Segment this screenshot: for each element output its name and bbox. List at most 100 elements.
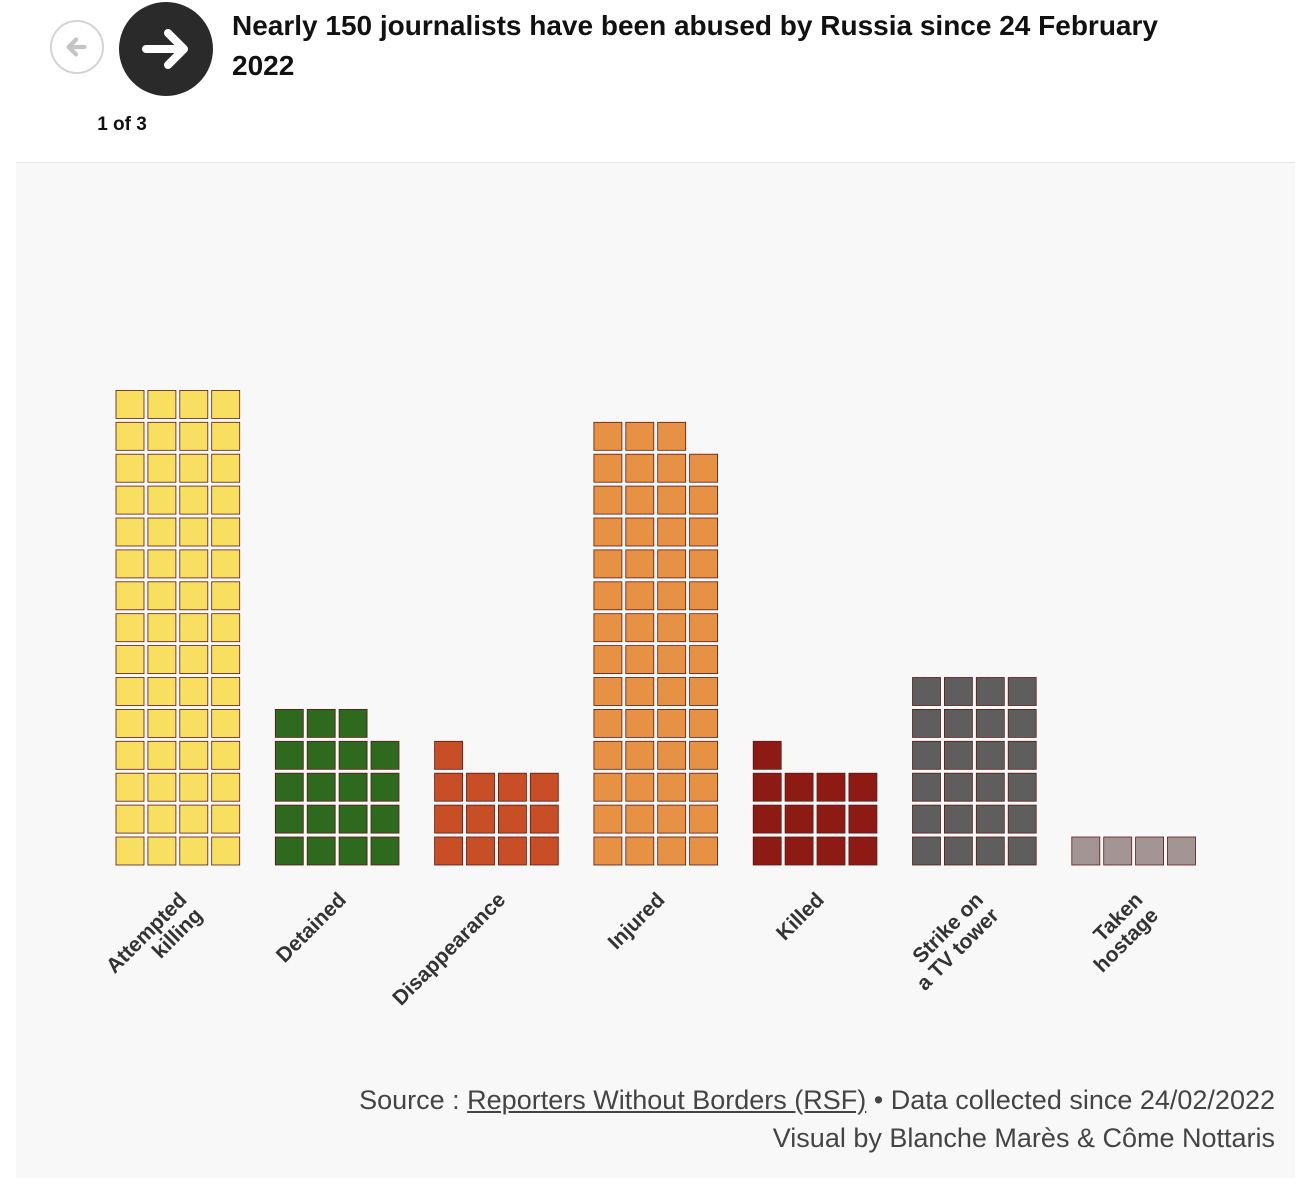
waffle-unit xyxy=(912,740,941,770)
waffle-unit xyxy=(179,645,209,675)
waffle-unit xyxy=(179,772,209,802)
tick-label-taken-hostage: Takenhostage xyxy=(1074,888,1163,977)
waffle-unit xyxy=(274,772,304,802)
waffle-unit xyxy=(147,453,177,483)
arrow-right-icon xyxy=(142,29,188,69)
waffle-unit xyxy=(657,677,687,706)
waffle-unit xyxy=(816,804,846,834)
waffle-unit xyxy=(689,453,718,483)
waffle-unit xyxy=(689,709,718,738)
next-slide-button[interactable] xyxy=(119,2,213,96)
waffle-unit xyxy=(306,836,336,866)
waffle-unit xyxy=(975,836,1005,866)
waffle-unit xyxy=(593,517,623,547)
waffle-unit xyxy=(657,421,687,451)
waffle-unit xyxy=(179,581,209,611)
waffle-unit xyxy=(912,772,941,802)
waffle-unit xyxy=(816,772,846,802)
waffle-unit xyxy=(211,389,241,419)
waffle-unit xyxy=(338,836,368,866)
waffle-unit xyxy=(625,740,655,770)
waffle-unit xyxy=(944,677,973,706)
waffle-unit xyxy=(625,613,655,643)
waffle-unit xyxy=(752,804,782,834)
waffle-unit xyxy=(338,772,368,802)
bar-strike-on-a-tv-tower xyxy=(912,677,1037,866)
bar-detained xyxy=(274,709,400,866)
waffle-unit xyxy=(657,453,687,483)
waffle-unit xyxy=(1007,836,1037,866)
chart-title: Nearly 150 journalists have been abused … xyxy=(232,10,1158,81)
waffle-unit xyxy=(306,772,336,802)
waffle-unit xyxy=(1007,709,1037,738)
waffle-unit xyxy=(625,804,655,834)
waffle-unit xyxy=(1103,836,1133,866)
waffle-unit xyxy=(115,581,145,611)
waffle-unit xyxy=(657,549,687,579)
waffle-unit xyxy=(1007,677,1037,706)
previous-slide-button[interactable] xyxy=(50,20,104,74)
waffle-unit xyxy=(211,740,241,770)
waffle-unit xyxy=(625,581,655,611)
tick-label-strike-on-a-tv-tower: Strike ona TV tower xyxy=(897,888,1004,995)
waffle-unit xyxy=(115,645,145,675)
waffle-unit xyxy=(370,804,400,834)
waffle-unit xyxy=(975,709,1005,738)
waffle-unit xyxy=(625,453,655,483)
waffle-unit xyxy=(115,709,145,738)
waffle-unit xyxy=(752,740,782,770)
waffle-unit xyxy=(784,804,814,834)
source-link[interactable]: Reporters Without Borders (RSF) xyxy=(467,1085,867,1115)
waffle-unit xyxy=(211,709,241,738)
waffle-unit xyxy=(689,804,718,834)
waffle-unit xyxy=(1135,836,1164,866)
waffle-unit xyxy=(784,836,814,866)
waffle-unit xyxy=(625,421,655,451)
waffle-unit xyxy=(274,804,304,834)
waffle-unit xyxy=(625,836,655,866)
waffle-unit xyxy=(147,836,177,866)
waffle-unit xyxy=(529,772,559,802)
waffle-unit xyxy=(179,485,209,515)
waffle-unit xyxy=(211,804,241,834)
waffle-unit xyxy=(338,740,368,770)
arrow-left-icon xyxy=(66,37,87,57)
waffle-unit xyxy=(179,836,209,866)
tick-label-detained: Detained xyxy=(272,888,351,967)
waffle-unit xyxy=(115,549,145,579)
waffle-unit xyxy=(115,677,145,706)
slide-counter: 1 of 3 xyxy=(97,114,147,135)
waffle-unit xyxy=(593,453,623,483)
waffle-unit xyxy=(497,804,527,834)
waffle-unit xyxy=(179,517,209,547)
waffle-unit xyxy=(115,517,145,547)
waffle-unit xyxy=(147,581,177,611)
waffle-unit xyxy=(147,804,177,834)
waffle-unit xyxy=(179,740,209,770)
waffle-unit xyxy=(975,804,1005,834)
waffle-unit xyxy=(912,836,941,866)
waffle-unit xyxy=(657,772,687,802)
waffle-unit xyxy=(848,836,878,866)
waffle-unit xyxy=(529,836,559,866)
waffle-unit xyxy=(625,485,655,515)
source-prefix: Source : xyxy=(359,1085,468,1115)
waffle-unit xyxy=(657,517,687,547)
waffle-unit xyxy=(593,485,623,515)
waffle-unit xyxy=(147,485,177,515)
waffle-unit xyxy=(1167,836,1196,866)
waffle-unit xyxy=(689,581,718,611)
waffle-unit xyxy=(593,613,623,643)
waffle-unit xyxy=(147,772,177,802)
waffle-unit xyxy=(689,517,718,547)
tick-label-killed: Killed xyxy=(772,888,829,945)
waffle-unit xyxy=(306,804,336,834)
waffle-unit xyxy=(657,645,687,675)
waffle-unit xyxy=(115,740,145,770)
waffle-unit xyxy=(434,804,464,834)
waffle-unit xyxy=(338,709,368,738)
waffle-unit xyxy=(752,836,782,866)
waffle-unit xyxy=(211,677,241,706)
waffle-unit xyxy=(689,836,718,866)
waffle-unit xyxy=(115,389,145,419)
